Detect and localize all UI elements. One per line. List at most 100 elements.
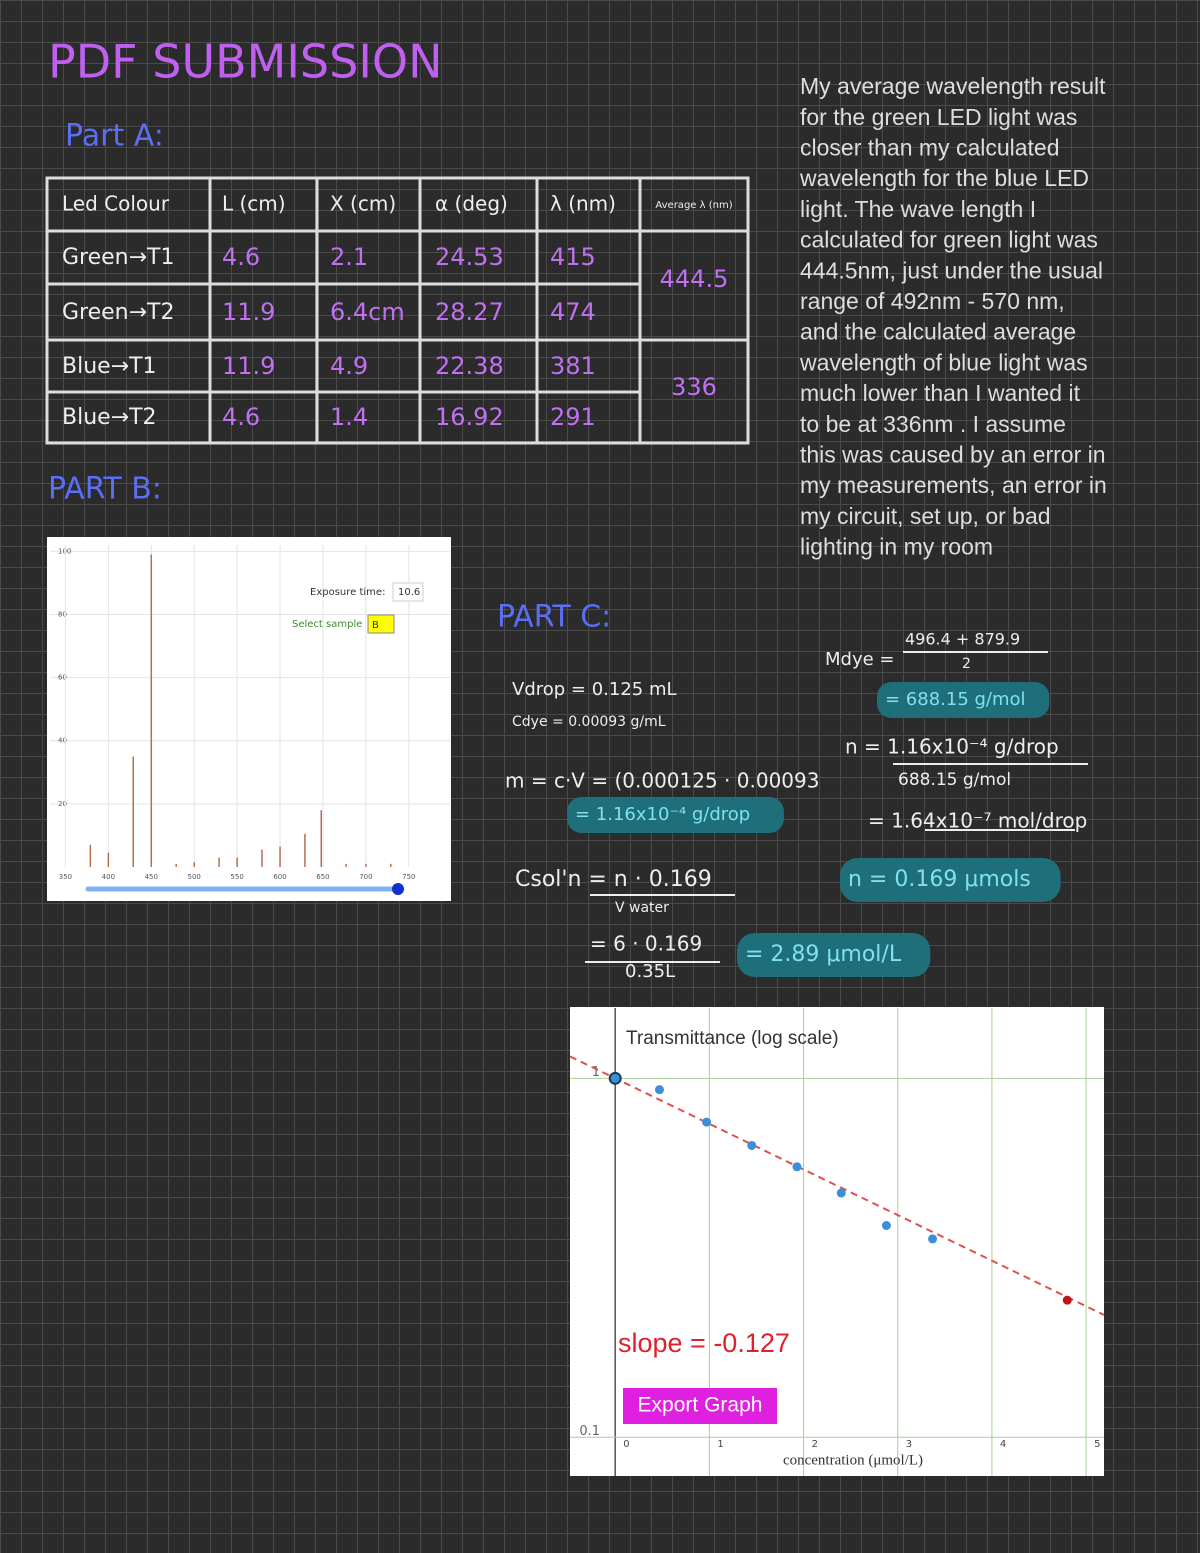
table-grid [45, 176, 750, 445]
table-label: Blue→T1 [62, 354, 157, 379]
data-point [654, 1085, 664, 1095]
summary-line: light. The wave length I [800, 196, 1036, 222]
highlight [877, 682, 1050, 718]
table-header: Average λ (nm) [655, 200, 732, 211]
summary-line: range of 492nm - 570 nm, [800, 288, 1065, 314]
table-value: 4.6 [222, 243, 260, 271]
table-value: 11.9 [222, 352, 275, 380]
equation: Cdye = 0.00093 g/mL [512, 714, 666, 730]
data-point [792, 1162, 802, 1172]
y-tick-label: 100 [58, 547, 71, 555]
y-tick-label: 80 [58, 610, 67, 618]
table-value: 381 [550, 352, 596, 380]
y-tick-label: 20 [58, 800, 67, 808]
table-label: Green→T1 [62, 245, 175, 270]
x-tick-label: 5 [1094, 1439, 1100, 1450]
part-b-heading: PART B: [48, 472, 162, 507]
table-header: Led Colour [62, 192, 170, 216]
table-value: 24.53 [435, 243, 504, 271]
table-value: 6.4cm [330, 298, 405, 326]
equation: Csol'n = n · 0.169 [515, 867, 712, 892]
exposure-box [392, 582, 424, 602]
summary-line: My average wavelength result [800, 73, 1106, 99]
summary-line: 444.5nm, just under the usual [800, 257, 1103, 283]
table-average: 444.5 [660, 265, 729, 293]
data-point [608, 1071, 622, 1085]
export-button-label[interactable]: Export Graph [638, 1394, 763, 1417]
sample-label: Select sample [292, 619, 362, 630]
x-tick-label: 1 [717, 1439, 723, 1450]
summary-line: calculated for green light was [800, 227, 1098, 253]
table-label: Blue→T2 [62, 405, 157, 430]
equation: Mdye = [825, 649, 895, 670]
equation: = 688.15 g/mol [885, 689, 1026, 710]
export-button[interactable] [623, 1388, 777, 1424]
equation: 688.15 g/mol [898, 770, 1011, 790]
equation: = 1.16x10⁻⁴ g/drop [575, 804, 750, 825]
x-axis-label: concentration (μmol/L) [783, 1452, 923, 1468]
y-tick-label: 1 [592, 1065, 600, 1080]
equation: 496.4 + 879.9 [905, 630, 1020, 649]
summary-line: closer than my calculated [800, 134, 1060, 160]
sample-value: B [372, 620, 379, 631]
part-a-heading: Part A: [65, 119, 164, 154]
x-tick-label: 2 [812, 1439, 818, 1450]
x-tick-label: 0 [623, 1439, 629, 1450]
equation: n = 0.169 μmols [848, 867, 1031, 892]
table-value: 4.6 [222, 403, 260, 431]
summary-line: to be at 336nm . I assume [800, 411, 1066, 437]
summary-line: lighting in my room [800, 534, 993, 560]
summary-line: for the green LED light was [800, 104, 1077, 130]
y-tick-label: 60 [58, 674, 67, 682]
spectrum-panel [47, 537, 451, 901]
x-tick-label: 400 [102, 873, 115, 881]
data-point [1062, 1295, 1072, 1305]
y-tick-label: 40 [58, 737, 67, 745]
table-label: Green→T2 [62, 300, 175, 325]
highlight [737, 933, 931, 977]
exposure-label: Exposure time: [310, 587, 385, 598]
data-point [747, 1140, 757, 1150]
table-value: 22.38 [435, 352, 504, 380]
equation: m = c·V = (0.000125 · 0.00093 [505, 769, 819, 793]
x-tick-label: 750 [402, 873, 415, 881]
fit-line [569, 1055, 1105, 1316]
summary-line: my measurements, an error in [800, 472, 1107, 498]
equation: = 2.89 μmol/L [745, 942, 902, 967]
table-value: 4.9 [330, 352, 368, 380]
summary-line: and the calculated average [800, 319, 1076, 345]
data-point [881, 1221, 891, 1231]
equation: Vdrop = 0.125 mL [512, 679, 677, 700]
table-value: 291 [550, 403, 596, 431]
equation: 0.35L [625, 961, 675, 982]
table-value: 16.92 [435, 403, 504, 431]
table-value: 415 [550, 243, 596, 271]
sample-box [367, 614, 395, 634]
y-tick-label: 0.1 [579, 1424, 600, 1439]
highlight [840, 858, 1061, 902]
equation: n = 1.16x10⁻⁴ g/drop [845, 735, 1059, 759]
table-value: 1.4 [330, 403, 368, 431]
table-header: λ (nm) [550, 192, 616, 216]
table-header: L (cm) [222, 192, 286, 216]
x-tick-label: 500 [188, 873, 201, 881]
equation: = 6 · 0.169 [590, 932, 702, 956]
data-point [928, 1234, 938, 1244]
slope-label: slope = -0.127 [618, 1328, 790, 1358]
table-average: 336 [671, 373, 717, 401]
x-tick-label: 650 [316, 873, 329, 881]
x-tick-label: 450 [145, 873, 158, 881]
equation: 2 [962, 656, 971, 672]
table-value: 2.1 [330, 243, 368, 271]
equation: = 1.64x10⁻⁷ mol/drop [868, 809, 1087, 833]
summary-line: my circuit, set up, or bad [800, 503, 1051, 529]
title: PDF SUBMISSION [48, 35, 443, 89]
summary-line: this was caused by an error in [800, 441, 1106, 467]
data-point [702, 1117, 712, 1127]
x-tick-label: 600 [273, 873, 286, 881]
table-value: 28.27 [435, 298, 504, 326]
summary-line: much lower than I wanted it [800, 380, 1081, 406]
x-tick-label: 3 [906, 1439, 912, 1450]
